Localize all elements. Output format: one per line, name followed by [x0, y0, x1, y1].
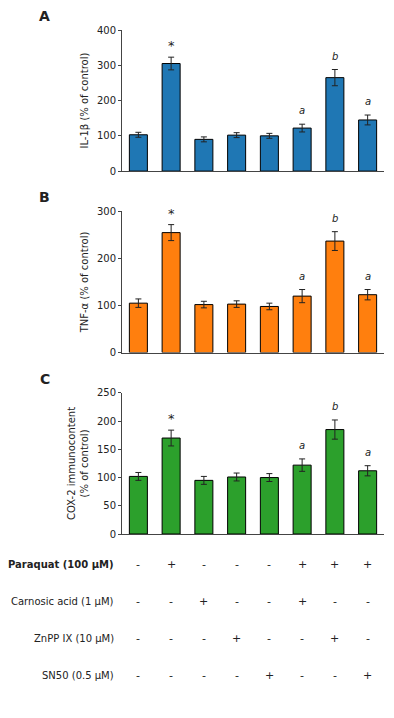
svg-text:+: + [363, 669, 372, 682]
svg-text:-: - [300, 632, 304, 645]
svg-text:COX-2 immunocontent(% of contr: COX-2 immunocontent(% of control) [66, 407, 90, 520]
svg-text:-: - [202, 632, 206, 645]
svg-text:-: - [169, 595, 173, 608]
svg-text:-: - [169, 669, 173, 682]
svg-text:+: + [363, 558, 372, 571]
svg-text:300: 300 [97, 206, 116, 217]
svg-text:50: 50 [103, 500, 116, 511]
svg-text:100: 100 [97, 472, 116, 483]
svg-text:0: 0 [110, 529, 116, 540]
svg-text:+: + [330, 558, 339, 571]
svg-text:-: - [300, 669, 304, 682]
svg-text:300: 300 [97, 60, 116, 71]
svg-text:a: a [299, 271, 305, 282]
svg-text:-: - [333, 669, 337, 682]
svg-text:Paraquat (100 μM): Paraquat (100 μM) [8, 559, 114, 570]
svg-text:*: * [168, 411, 175, 426]
svg-text:a: a [365, 271, 371, 282]
svg-text:-: - [169, 632, 173, 645]
svg-text:100: 100 [97, 300, 116, 311]
svg-text:C: C [40, 371, 50, 387]
svg-text:a: a [365, 96, 371, 107]
svg-text:b: b [332, 51, 338, 62]
svg-text:a: a [299, 105, 305, 116]
svg-text:+: + [199, 595, 208, 608]
svg-text:+: + [298, 558, 307, 571]
svg-text:-: - [136, 595, 140, 608]
svg-text:+: + [298, 595, 307, 608]
svg-text:-: - [267, 558, 271, 571]
svg-text:+: + [330, 632, 339, 645]
svg-text:SN50 (0.5 μM): SN50 (0.5 μM) [42, 670, 114, 681]
svg-text:150: 150 [97, 444, 116, 455]
svg-text:*: * [168, 206, 175, 221]
svg-text:ZnPP IX (10 μM): ZnPP IX (10 μM) [34, 633, 114, 644]
svg-text:100: 100 [97, 130, 116, 141]
svg-text:-: - [136, 632, 140, 645]
svg-text:200: 200 [97, 253, 116, 264]
svg-text:-: - [235, 558, 239, 571]
svg-text:a: a [299, 440, 305, 451]
svg-text:-: - [333, 595, 337, 608]
svg-text:200: 200 [97, 416, 116, 427]
svg-text:-: - [136, 669, 140, 682]
svg-text:200: 200 [97, 95, 116, 106]
svg-text:+: + [265, 669, 274, 682]
svg-text:+: + [167, 558, 176, 571]
svg-text:IL-1β (% of control): IL-1β (% of control) [79, 53, 90, 149]
svg-text:*: * [168, 38, 175, 53]
svg-text:400: 400 [97, 25, 116, 36]
svg-text:-: - [366, 632, 370, 645]
svg-text:-: - [202, 669, 206, 682]
svg-text:TNF-α (% of control): TNF-α (% of control) [79, 232, 90, 334]
svg-text:0: 0 [110, 347, 116, 358]
svg-text:-: - [136, 558, 140, 571]
svg-text:0: 0 [110, 166, 116, 177]
svg-text:-: - [366, 595, 370, 608]
svg-text:-: - [235, 595, 239, 608]
svg-text:-: - [202, 558, 206, 571]
svg-text:-: - [267, 632, 271, 645]
svg-text:B: B [39, 189, 50, 205]
svg-text:-: - [267, 595, 271, 608]
svg-text:+: + [232, 632, 241, 645]
svg-text:-: - [235, 669, 239, 682]
svg-text:A: A [39, 8, 50, 24]
svg-text:a: a [365, 447, 371, 458]
svg-text:b: b [332, 213, 338, 224]
svg-text:250: 250 [97, 387, 116, 398]
svg-text:b: b [332, 401, 338, 412]
svg-text:Carnosic acid (1 μM): Carnosic acid (1 μM) [11, 596, 114, 607]
